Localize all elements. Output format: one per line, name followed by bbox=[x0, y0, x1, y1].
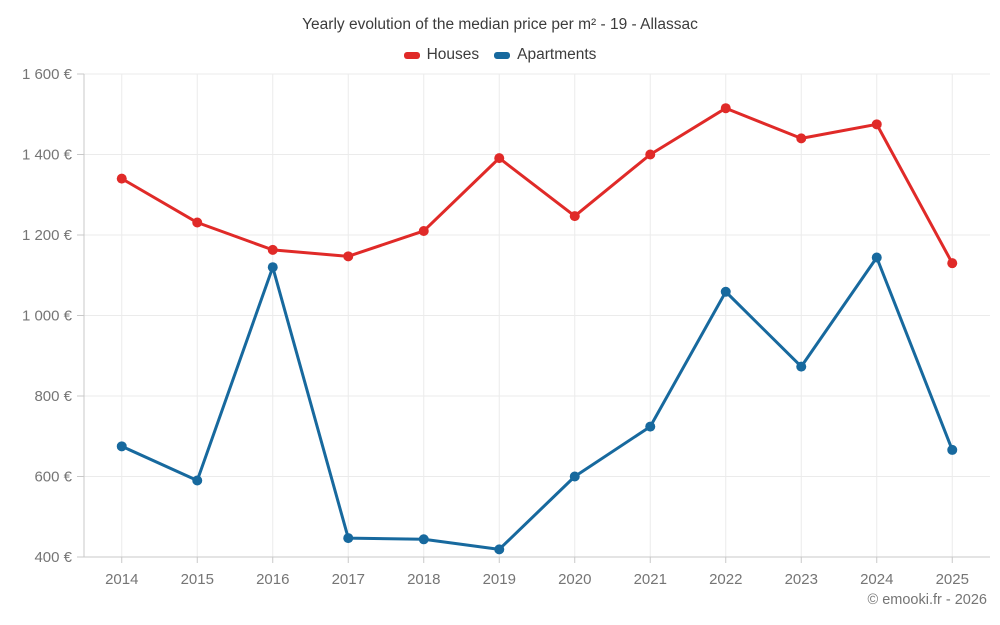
x-axis-label: 2021 bbox=[634, 571, 667, 588]
houses-legend-swatch bbox=[403, 51, 420, 59]
x-axis-label: 2025 bbox=[936, 571, 969, 588]
chart-title: Yearly evolution of the median price per… bbox=[302, 16, 698, 33]
apartments-point-2015 bbox=[192, 475, 203, 486]
x-axis-label: 2024 bbox=[860, 571, 893, 588]
x-axis-label: 2022 bbox=[709, 571, 742, 588]
y-axis-label: 1 600 € bbox=[22, 66, 73, 83]
apartments-line bbox=[120, 256, 954, 551]
y-axis-label: 600 € bbox=[34, 469, 72, 486]
houses-point-2024 bbox=[871, 119, 882, 130]
apartments-point-2020 bbox=[569, 471, 580, 482]
apartments-point-2016 bbox=[267, 262, 278, 273]
x-axis-label: 2023 bbox=[785, 571, 818, 588]
houses-point-2019 bbox=[494, 153, 505, 164]
houses-line bbox=[120, 106, 954, 265]
houses-legend-label: Houses bbox=[426, 46, 480, 63]
legend-item-houses[interactable]: Houses bbox=[403, 46, 480, 64]
y-axis-label: 1 200 € bbox=[22, 227, 73, 244]
apartments-point-2025 bbox=[947, 444, 958, 455]
houses-point-2016 bbox=[267, 244, 278, 255]
x-axis-label: 2019 bbox=[483, 571, 516, 588]
apartments-point-2022 bbox=[720, 286, 731, 297]
watermark-credit: © emooki.fr - 2026 bbox=[867, 592, 987, 608]
x-axis-label: 2017 bbox=[332, 571, 365, 588]
y-axis-label: 400 € bbox=[34, 549, 72, 566]
apartments-point-2021 bbox=[645, 421, 656, 432]
houses-point-2022 bbox=[720, 103, 731, 114]
apartments-legend-label: Apartments bbox=[517, 46, 597, 63]
houses-point-2014 bbox=[116, 173, 127, 184]
apartments-legend-swatch bbox=[494, 51, 511, 59]
houses-point-2018 bbox=[418, 225, 429, 236]
houses-point-2020 bbox=[569, 211, 580, 222]
y-axis-label: 1 000 € bbox=[22, 308, 73, 325]
y-axis-label: 800 € bbox=[34, 388, 72, 405]
houses-point-2017 bbox=[343, 251, 354, 262]
x-axis-label: 2015 bbox=[181, 571, 214, 588]
apartments-point-2018 bbox=[418, 534, 429, 545]
apartments-point-2014 bbox=[116, 441, 127, 452]
legend-item-apartments[interactable]: Apartments bbox=[494, 46, 596, 64]
x-axis-label: 2016 bbox=[256, 571, 289, 588]
apartments-point-2019 bbox=[494, 544, 505, 555]
x-axis-label: 2014 bbox=[105, 571, 138, 588]
houses-point-2025 bbox=[947, 258, 958, 269]
chart-legend: Houses Apartments bbox=[0, 46, 1000, 64]
x-axis-label: 2018 bbox=[407, 571, 440, 588]
apartments-point-2017 bbox=[343, 533, 354, 544]
houses-point-2015 bbox=[192, 217, 203, 228]
apartments-point-2023 bbox=[796, 361, 807, 372]
x-axis-label: 2020 bbox=[558, 571, 591, 588]
apartments-point-2024 bbox=[871, 252, 882, 263]
y-axis-label: 1 400 € bbox=[22, 147, 73, 164]
houses-point-2021 bbox=[645, 149, 656, 160]
houses-point-2023 bbox=[796, 133, 807, 144]
